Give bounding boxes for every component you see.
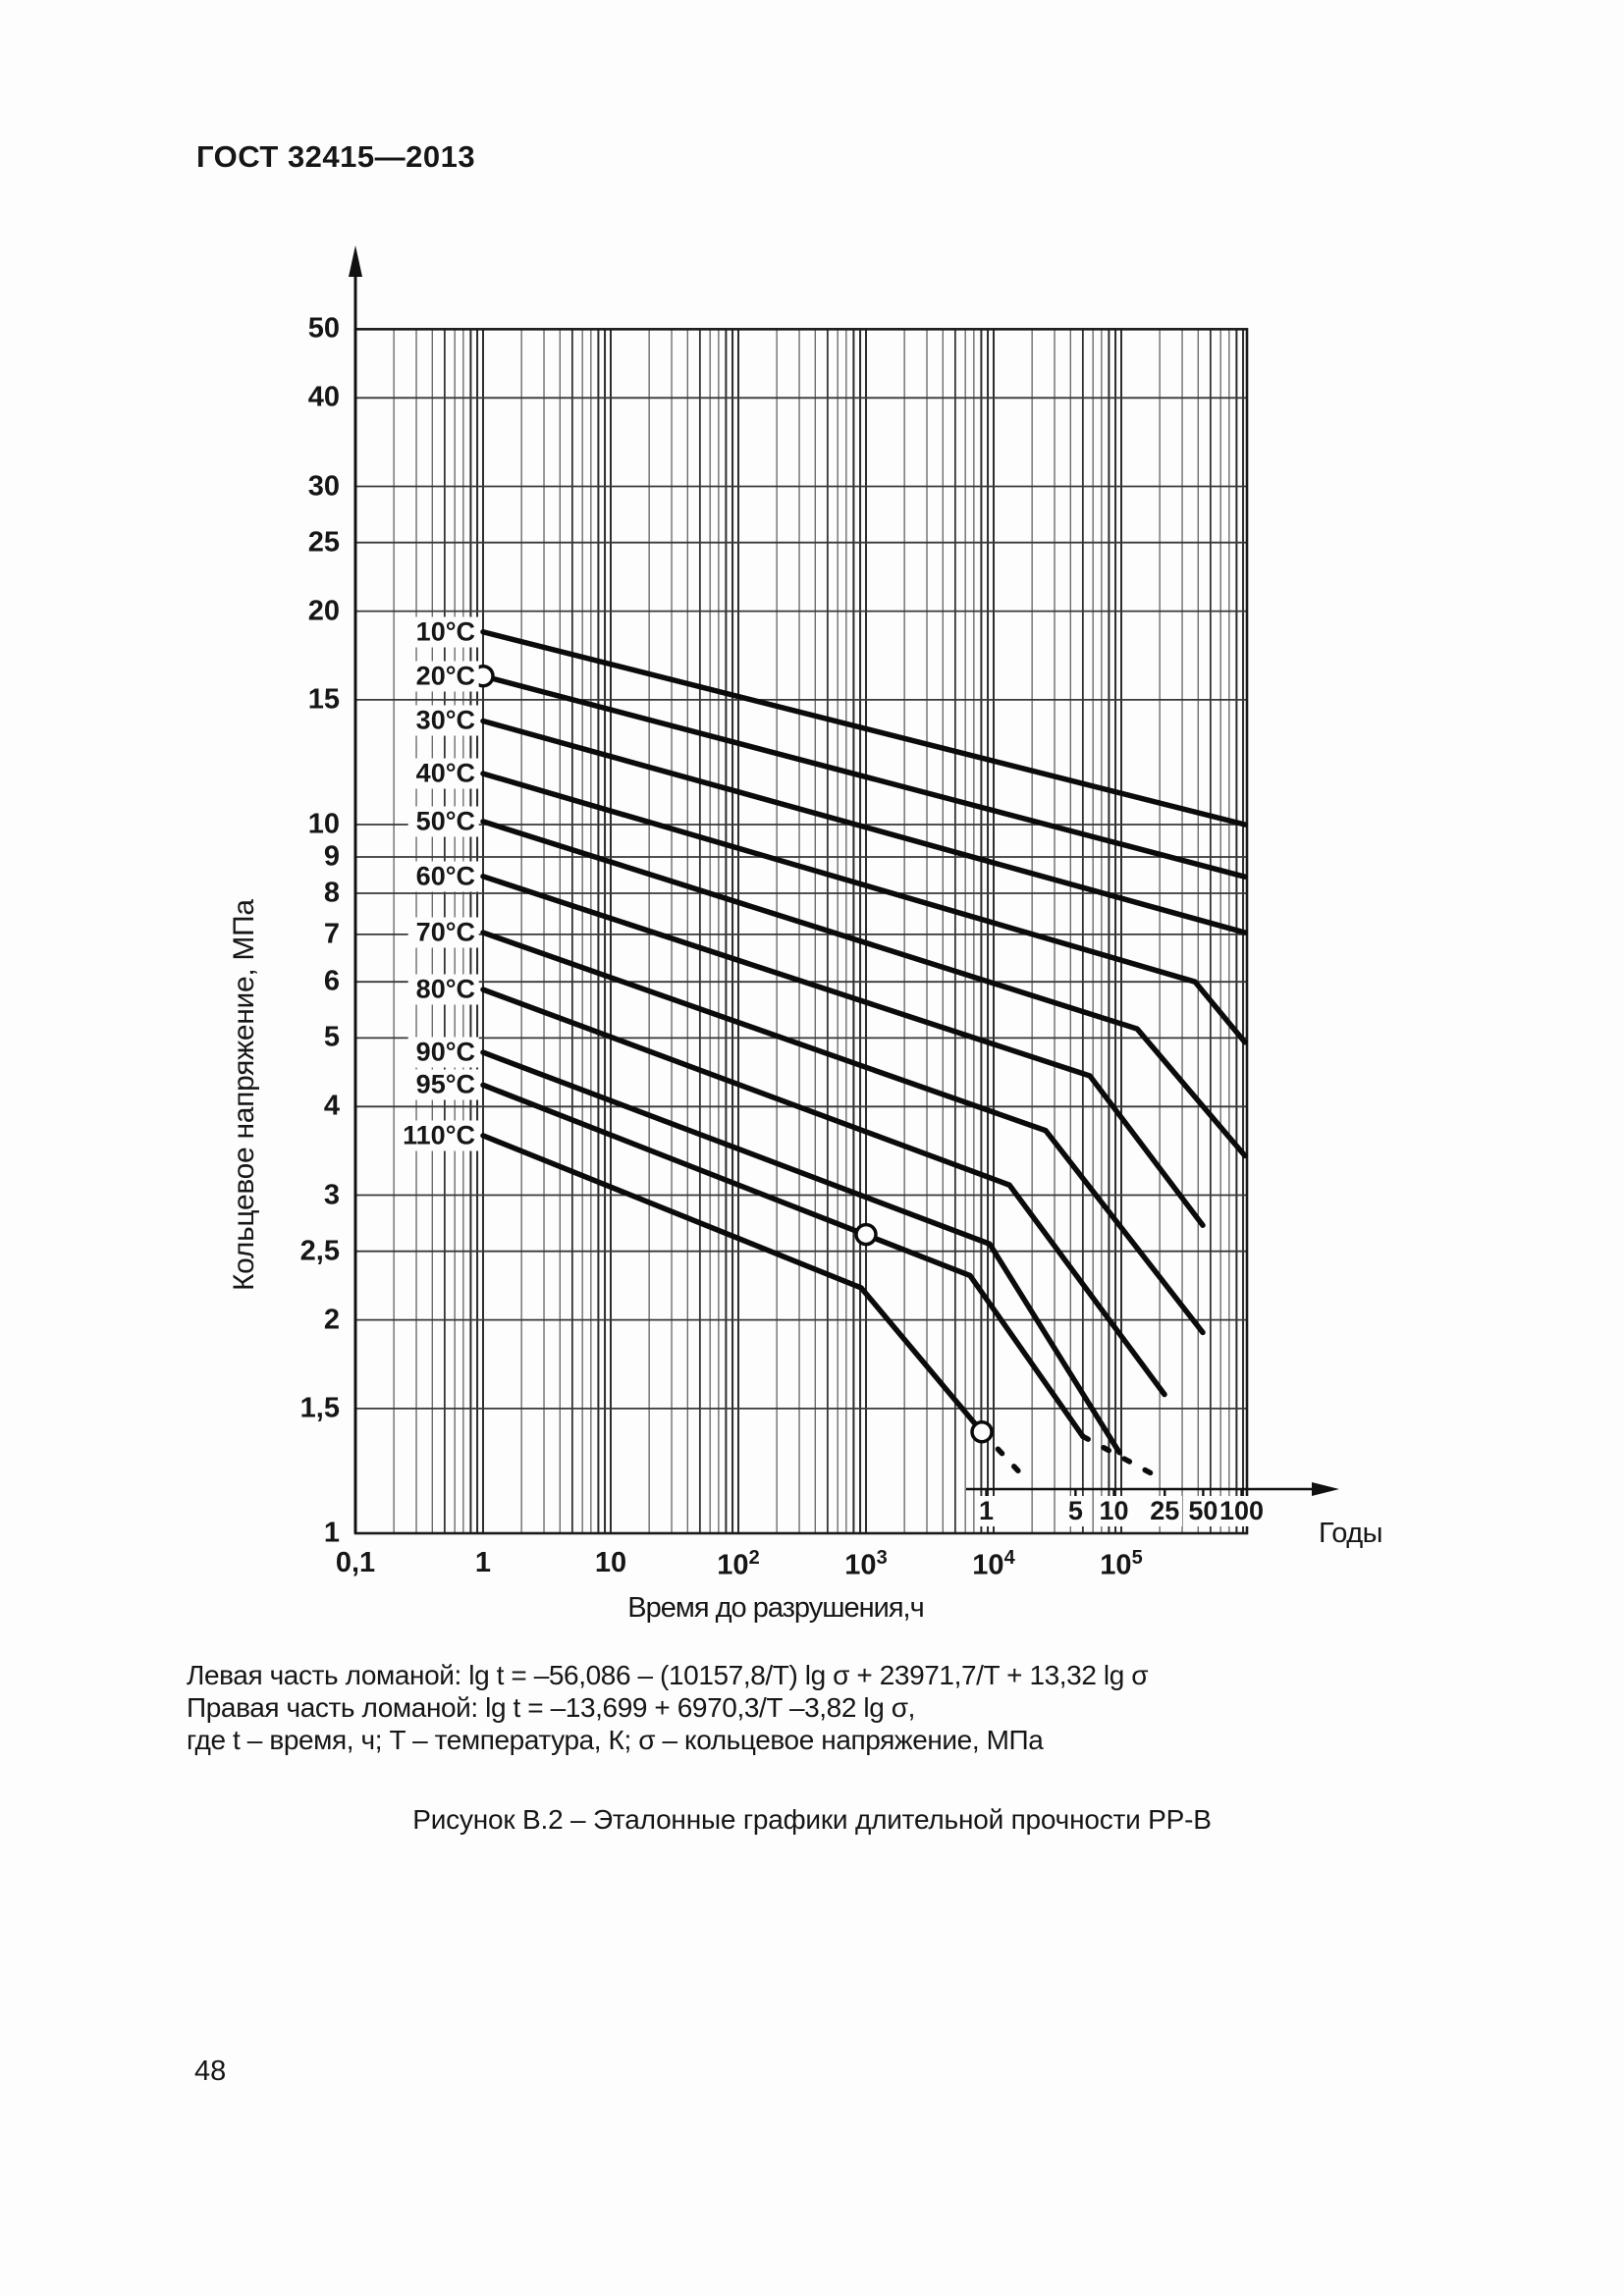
x-tick-exponent: 5: [1131, 1547, 1143, 1569]
years-tick-label: 50: [1185, 1496, 1221, 1526]
x-tick-exponent: 2: [748, 1547, 760, 1569]
temperature-curve-label: 40°C: [407, 758, 479, 789]
curve-110c: [480, 1133, 985, 1435]
y-tick-label: 2,5: [299, 1235, 340, 1267]
formula-block: Левая часть ломаной: lg t = –56,086 – (1…: [187, 1659, 1149, 1756]
y-tick-label: 30: [307, 470, 340, 503]
standard-header: ГОСТ 32415—2013: [196, 139, 476, 174]
data-point-marker: [854, 1222, 878, 1247]
x-tick-base: 10: [1100, 1549, 1132, 1581]
temperature-curve-label: 70°C: [407, 917, 479, 948]
y-tick-label: 1,5: [299, 1392, 340, 1424]
x-tick-base: 0,1: [335, 1547, 376, 1578]
x-tick-base: 10: [594, 1547, 627, 1578]
curve-95c: [480, 1082, 1086, 1440]
x-tick-label: 105: [1053, 1547, 1190, 1582]
y-axis-arrow-icon: [349, 245, 362, 277]
curve-90c: [480, 1049, 1122, 1456]
temperature-curve-label: 95°C: [407, 1069, 479, 1100]
curve-20c: [480, 672, 1248, 880]
years-tick-label: 10: [1096, 1496, 1132, 1526]
temperature-curve-label: 80°C: [407, 974, 479, 1005]
years-tick-label: 25: [1147, 1496, 1183, 1526]
x-tick-exponent: 4: [1003, 1547, 1015, 1569]
x-tick-label: 103: [797, 1547, 935, 1582]
temperature-curve-label: 20°C: [407, 661, 479, 692]
y-tick-label: 6: [323, 965, 340, 997]
years-tick-label: 1: [976, 1496, 998, 1526]
years-axis-title: Годы: [1319, 1518, 1383, 1549]
data-point-marker: [970, 1419, 994, 1444]
x-tick-base: 10: [844, 1549, 877, 1581]
temperature-curve-label: 90°C: [407, 1037, 479, 1068]
temperature-curve-label: 30°C: [407, 705, 479, 736]
y-tick-label: 4: [323, 1090, 340, 1122]
formula-left-branch: Левая часть ломаной: lg t = –56,086 – (1…: [187, 1660, 1149, 1690]
curve-70c: [480, 930, 1206, 1336]
curve-30c: [480, 718, 1248, 935]
figure-caption: Рисунок В.2 – Эталонные графики длительн…: [412, 1804, 1212, 1835]
y-tick-label: 50: [307, 312, 340, 345]
y-tick-label: 15: [307, 683, 340, 716]
temperature-curve-label: 10°C: [407, 616, 479, 648]
x-tick-base: 10: [717, 1549, 749, 1581]
temperature-curve-label: 50°C: [407, 806, 479, 837]
y-tick-label: 10: [307, 808, 340, 840]
y-tick-label: 3: [323, 1179, 340, 1211]
curve-60c: [480, 874, 1206, 1228]
x-tick-base: 10: [972, 1549, 1004, 1581]
curve-50c: [480, 819, 1248, 1159]
x-tick-exponent: 3: [876, 1547, 888, 1569]
years-tick-label: 5: [1064, 1496, 1086, 1526]
temperature-curve-label: 60°C: [407, 861, 479, 892]
y-tick-label: 8: [323, 877, 340, 909]
y-tick-label: 5: [323, 1021, 340, 1053]
x-tick-base: 1: [474, 1547, 492, 1578]
x-axis-title: Время до разрушения,ч: [627, 1592, 924, 1624]
years-tick-label: 100: [1216, 1496, 1268, 1526]
curve-10c: [480, 628, 1248, 828]
curve-80c: [480, 987, 1167, 1398]
x-tick-label: 1: [414, 1547, 552, 1579]
x-tick-label: 104: [925, 1547, 1062, 1582]
x-tick-label: 102: [670, 1547, 807, 1582]
temperature-curve-label: 110°C: [395, 1120, 479, 1151]
formula-legend: где t – время, ч; T – температура, К; σ …: [187, 1725, 1044, 1755]
y-tick-label: 7: [323, 918, 340, 950]
curve-40c: [480, 771, 1248, 1045]
x-tick-label: 10: [542, 1547, 679, 1579]
formula-right-branch: Правая часть ломаной: lg t = –13,699 + 6…: [187, 1692, 916, 1723]
y-tick-label: 1: [323, 1517, 340, 1549]
y-tick-label: 2: [323, 1304, 340, 1336]
y-tick-label: 25: [307, 526, 340, 559]
years-axis-arrow-icon: [1312, 1482, 1339, 1496]
y-tick-label: 20: [307, 595, 340, 627]
y-tick-label: 40: [307, 381, 340, 413]
y-tick-label: 9: [323, 840, 340, 873]
page-number: 48: [194, 2056, 227, 2087]
y-axis-title: Кольцевое напряжение, МПа: [228, 899, 260, 1291]
x-tick-label: 0,1: [287, 1547, 424, 1579]
